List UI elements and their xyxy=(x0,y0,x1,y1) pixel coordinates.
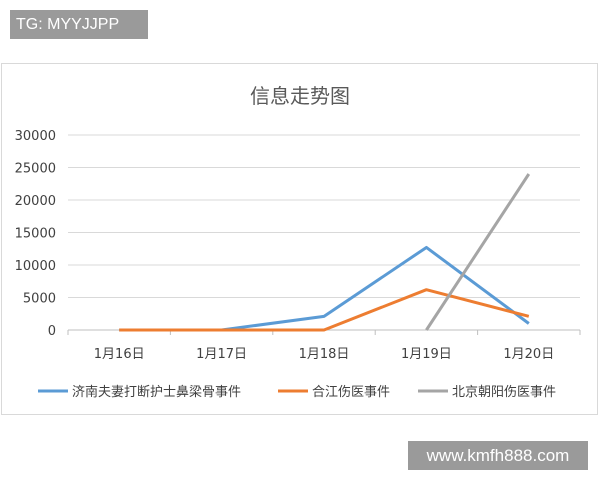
series-line-1 xyxy=(119,288,530,332)
chart-title: 信息走势图 xyxy=(250,84,350,108)
y-tick-label: 0 xyxy=(48,324,56,339)
legend-label: 北京朝阳伤医事件 xyxy=(452,385,556,400)
x-tick-label: 1月19日 xyxy=(401,347,452,362)
x-tick-label: 1月17日 xyxy=(196,347,247,362)
series-line-0 xyxy=(119,245,530,332)
chart-frame xyxy=(1,63,598,415)
x-tick-label: 1月18日 xyxy=(299,347,350,362)
watermark-top-left: TG: MYYJJPP xyxy=(10,10,148,39)
series-line-2 xyxy=(425,173,531,331)
y-tick-label: 20000 xyxy=(15,194,56,209)
watermark-bottom-right: www.kmfh888.com xyxy=(408,441,588,470)
legend-label: 合江伤医事件 xyxy=(312,385,390,400)
y-tick-label: 10000 xyxy=(15,259,56,274)
legend-label: 济南夫妻打断护士鼻梁骨事件 xyxy=(72,384,241,400)
x-tick-label: 1月20日 xyxy=(503,347,554,362)
y-tick-label: 15000 xyxy=(15,227,56,242)
x-tick-label: 1月16日 xyxy=(94,347,145,362)
y-tick-label: 30000 xyxy=(15,129,56,144)
y-tick-label: 5000 xyxy=(23,292,56,307)
y-tick-label: 25000 xyxy=(15,162,56,177)
